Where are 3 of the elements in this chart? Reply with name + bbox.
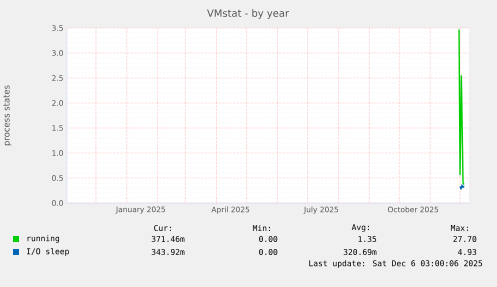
y-axis-title: process states xyxy=(4,85,12,146)
line-series xyxy=(458,28,465,186)
chart-title: VMstat - by year xyxy=(207,9,290,19)
